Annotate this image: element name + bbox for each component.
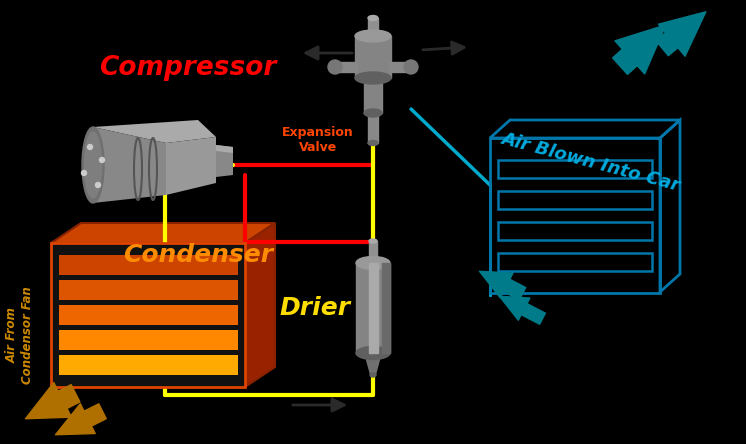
Bar [369, 241, 377, 263]
Ellipse shape [370, 373, 376, 377]
Bar [368, 18, 378, 36]
Bar [355, 36, 391, 78]
Text: Compressor: Compressor [99, 55, 277, 81]
Polygon shape [51, 223, 275, 243]
Bar [369, 263, 378, 353]
Ellipse shape [355, 30, 391, 42]
Polygon shape [51, 243, 245, 387]
Ellipse shape [82, 127, 104, 203]
Bar [389, 62, 411, 72]
Bar [59, 280, 238, 300]
Polygon shape [166, 137, 216, 195]
Bar [356, 263, 390, 353]
Bar [59, 355, 238, 375]
Ellipse shape [368, 140, 378, 146]
Bar [498, 222, 652, 240]
Text: Air Blown Into Car: Air Blown Into Car [498, 130, 681, 194]
Bar [59, 330, 238, 350]
Ellipse shape [364, 109, 382, 117]
Ellipse shape [368, 16, 378, 20]
Text: Air From
Condensor Fan: Air From Condensor Fan [6, 286, 34, 384]
Ellipse shape [84, 132, 101, 198]
Polygon shape [216, 145, 233, 153]
Text: Condenser: Condenser [123, 243, 273, 267]
Polygon shape [245, 223, 275, 387]
Circle shape [87, 144, 93, 150]
Bar [498, 191, 652, 209]
Text: Drier: Drier [280, 296, 351, 320]
Polygon shape [216, 145, 233, 177]
Ellipse shape [369, 239, 377, 243]
Bar [382, 263, 390, 353]
Circle shape [404, 60, 418, 74]
Bar [368, 113, 378, 143]
Bar [498, 253, 652, 271]
Circle shape [99, 158, 104, 163]
Ellipse shape [356, 346, 390, 360]
Bar [364, 78, 382, 113]
Circle shape [81, 170, 87, 175]
Bar [490, 138, 660, 293]
Bar [498, 160, 652, 178]
Ellipse shape [356, 257, 390, 270]
Polygon shape [93, 120, 216, 143]
Circle shape [95, 182, 101, 187]
Circle shape [328, 60, 342, 74]
Ellipse shape [355, 72, 391, 84]
Polygon shape [93, 127, 166, 203]
Bar [335, 62, 357, 72]
Polygon shape [364, 353, 382, 375]
Bar [59, 255, 238, 275]
Text: Expansion
Valve: Expansion Valve [282, 126, 354, 154]
Bar [59, 305, 238, 325]
